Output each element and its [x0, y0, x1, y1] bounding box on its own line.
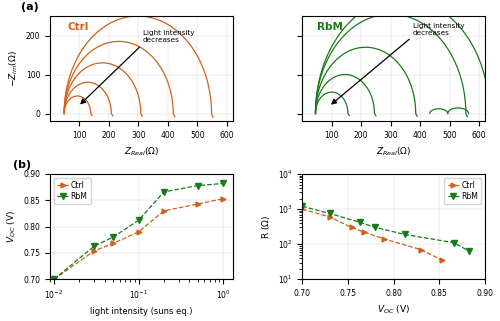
Ctrl	[51, 277, 57, 281]
Line: RbM: RbM	[299, 203, 472, 254]
RbM	[220, 182, 226, 186]
Ctrl	[220, 197, 226, 201]
Legend: Ctrl, RbM: Ctrl, RbM	[444, 178, 481, 204]
RbM	[161, 190, 167, 194]
Line: RbM: RbM	[50, 180, 226, 282]
Ctrl	[161, 209, 167, 213]
RbM	[299, 204, 305, 208]
Ctrl	[418, 248, 424, 252]
Line: Ctrl: Ctrl	[300, 207, 444, 263]
Ctrl	[136, 230, 141, 234]
Y-axis label: R ($\Omega$): R ($\Omega$)	[260, 214, 272, 239]
Ctrl	[348, 226, 354, 230]
Line: Ctrl: Ctrl	[52, 196, 226, 282]
Text: (a): (a)	[21, 2, 38, 12]
X-axis label: light intensity (suns eq.): light intensity (suns eq.)	[90, 307, 192, 316]
RbM	[357, 221, 363, 224]
RbM	[326, 212, 332, 215]
Ctrl	[326, 215, 332, 219]
Y-axis label: $-Z_{im}(\Omega)$: $-Z_{im}(\Omega)$	[8, 50, 20, 87]
Ctrl	[362, 230, 368, 234]
RbM	[51, 277, 57, 281]
Ctrl	[382, 237, 388, 241]
RbM	[451, 241, 457, 245]
X-axis label: $Z_{Real}(\Omega)$: $Z_{Real}(\Omega)$	[124, 146, 159, 158]
RbM	[402, 232, 407, 236]
RbM	[372, 226, 378, 230]
Ctrl	[194, 202, 200, 206]
Ctrl	[439, 258, 445, 262]
Text: (b): (b)	[14, 160, 32, 170]
Ctrl	[299, 207, 305, 211]
RbM	[466, 249, 471, 253]
RbM	[136, 218, 141, 222]
Text: Light intensity
decreases: Light intensity decreases	[143, 30, 195, 43]
Text: Light intensity
decreases: Light intensity decreases	[413, 22, 465, 36]
Y-axis label: $V_{OC}$ (V): $V_{OC}$ (V)	[5, 210, 18, 243]
RbM	[110, 235, 116, 239]
RbM	[194, 184, 200, 187]
Text: Ctrl: Ctrl	[68, 22, 89, 32]
Ctrl	[110, 241, 116, 245]
X-axis label: $V_{OC}$ (V): $V_{OC}$ (V)	[377, 304, 410, 316]
Text: RbM: RbM	[317, 22, 343, 32]
Legend: Ctrl, RbM: Ctrl, RbM	[54, 178, 90, 204]
Ctrl	[92, 249, 98, 253]
X-axis label: $Z_{Real}(\Omega)$: $Z_{Real}(\Omega)$	[376, 146, 412, 158]
RbM	[92, 244, 98, 248]
